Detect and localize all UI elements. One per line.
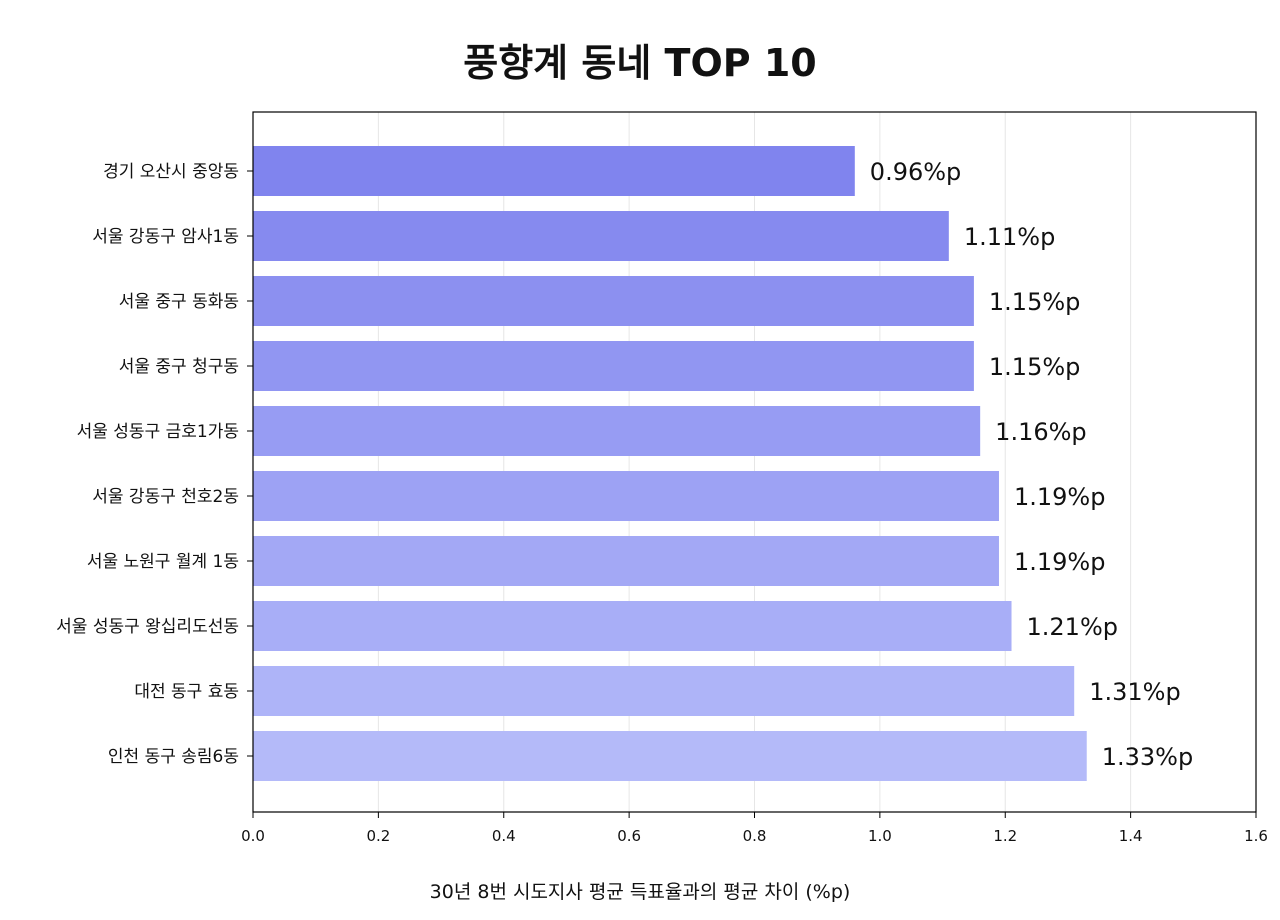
x-tick-label: 0.4 xyxy=(492,827,516,845)
category-label: 서울 중구 청구동 xyxy=(119,357,239,377)
data-label: 1.33%p xyxy=(1102,743,1193,771)
bar xyxy=(253,601,1012,651)
category-label: 서울 성동구 금호1가동 xyxy=(77,422,239,442)
x-tick-label: 1.4 xyxy=(1119,827,1143,845)
category-label: 대전 동구 효동 xyxy=(134,682,239,702)
x-tick-label: 0.2 xyxy=(366,827,390,845)
bars xyxy=(253,146,1087,781)
bar xyxy=(253,731,1087,781)
data-labels: 0.96%p 1.11%p 1.15%p 1.15%p 1.16%p 1.19%p 1.19… xyxy=(870,158,1193,771)
x-tick-label: 0.0 xyxy=(241,827,265,845)
category-label: 서울 강동구 천호2동 xyxy=(92,487,239,507)
bar xyxy=(253,406,981,456)
x-axis-label: 30년 8번 시도지사 평균 득표율과의 평균 차이 (%p) xyxy=(430,881,851,903)
category-label: 서울 강동구 암사1동 xyxy=(92,227,239,247)
bar xyxy=(253,146,855,196)
category-label: 인천 동구 송림6동 xyxy=(108,747,239,767)
bar xyxy=(253,276,974,326)
plot-frame xyxy=(252,111,1257,813)
x-tick-label: 1.6 xyxy=(1244,827,1268,845)
x-tick-label: 1.0 xyxy=(868,827,892,845)
x-axis-ticks: 0.0 0.2 0.4 0.6 0.8 1.0 1.2 1.4 1.6 xyxy=(241,812,1268,845)
category-label: 경기 오산시 중앙동 xyxy=(103,162,239,182)
bar xyxy=(253,536,999,586)
x-tick-label: 0.8 xyxy=(743,827,767,845)
bar xyxy=(253,666,1075,716)
category-label: 서울 노원구 월계 1동 xyxy=(87,552,239,572)
data-label: 1.31%p xyxy=(1089,678,1180,706)
bar xyxy=(253,341,974,391)
category-label: 서울 성동구 왕십리도선동 xyxy=(56,617,239,637)
data-label: 1.19%p xyxy=(1014,483,1105,511)
data-label: 1.15%p xyxy=(989,288,1080,316)
data-label: 1.16%p xyxy=(995,418,1086,446)
x-tick-label: 1.2 xyxy=(993,827,1017,845)
chart-title: 풍향계 동네 TOP 10 xyxy=(463,41,817,85)
data-label: 0.96%p xyxy=(870,158,961,186)
data-label: 1.15%p xyxy=(989,353,1080,381)
bar xyxy=(253,211,949,261)
x-tick-label: 0.6 xyxy=(617,827,641,845)
data-label: 1.11%p xyxy=(964,223,1055,251)
data-label: 1.19%p xyxy=(1014,548,1105,576)
data-label: 1.21%p xyxy=(1027,613,1118,641)
category-label: 서울 중구 동화동 xyxy=(119,292,239,312)
bar xyxy=(253,471,999,521)
